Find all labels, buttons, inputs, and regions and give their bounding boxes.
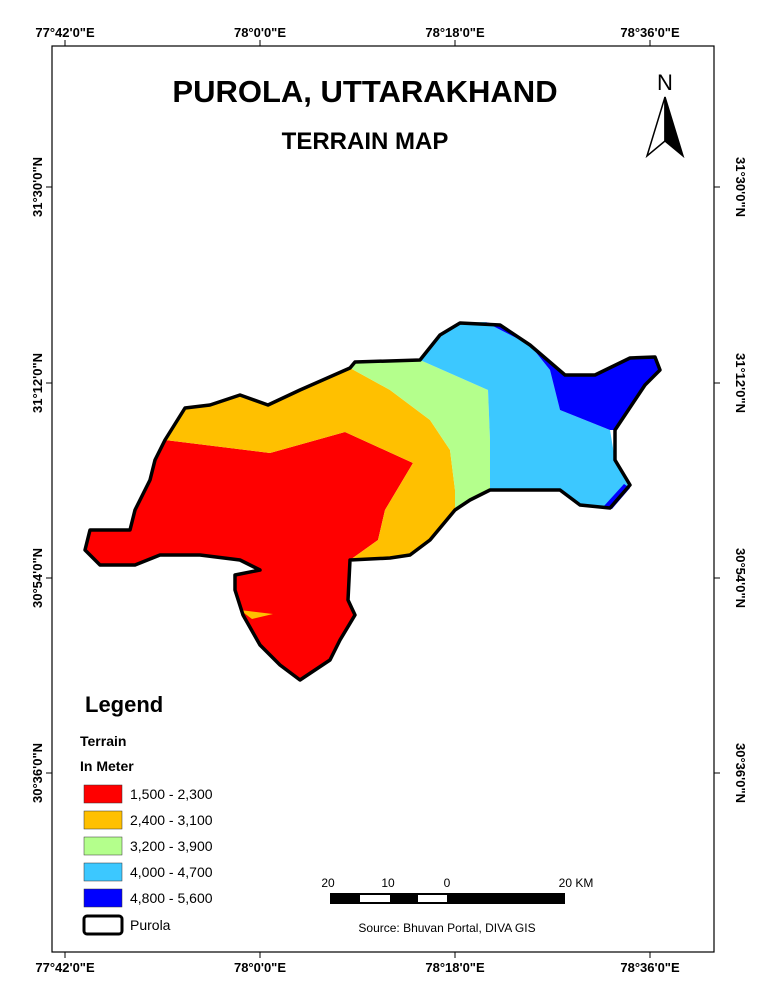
source-note: Source: Bhuvan Portal, DIVA GIS — [358, 921, 535, 935]
legend-title: Legend — [85, 692, 163, 717]
scale-bar-segment — [360, 895, 390, 902]
scale-label: 0 — [444, 876, 451, 890]
legend-swatch — [83, 888, 123, 908]
lon-label: 78°18'0"E — [425, 960, 485, 975]
graticule-ticks — [46, 40, 720, 958]
lat-label: 31°30'0"N — [30, 157, 45, 217]
legend-swatch — [83, 862, 123, 882]
zone-1500-2300 — [85, 432, 413, 680]
legend-swatch — [83, 836, 123, 856]
legend-heading: Terrain — [80, 733, 126, 749]
lon-label: 78°0'0"E — [234, 25, 286, 40]
lon-label: 78°18'0"E — [425, 25, 485, 40]
lon-label: 77°42'0"E — [35, 960, 95, 975]
lon-label: 78°36'0"E — [620, 25, 680, 40]
legend-boundary-swatch — [82, 914, 124, 936]
lat-label: 30°36'0"N — [30, 743, 45, 803]
lat-label: 30°54'0"N — [30, 548, 45, 608]
terrain-map — [83, 321, 662, 682]
scale-label: 20 — [321, 876, 335, 890]
lon-label: 78°36'0"E — [620, 960, 680, 975]
legend-items: 1,500 - 2,300 2,400 - 3,100 3,200 - 3,900 4… — [83, 784, 213, 908]
lat-label: 31°12'0"N — [30, 353, 45, 413]
lat-label: 31°30'0"N — [733, 157, 748, 217]
legend-boundary-label: Purola — [130, 917, 171, 933]
lon-label: 77°42'0"E — [35, 25, 95, 40]
legend-label: 4,800 - 5,600 — [130, 890, 213, 906]
zone-3200-3900 — [350, 360, 490, 510]
zone-4000-4700 — [420, 322, 630, 508]
legend-label: 2,400 - 3,100 — [130, 812, 213, 828]
legend-unit: In Meter — [80, 758, 134, 774]
lat-label: 30°54'0"N — [733, 548, 748, 608]
lon-label: 78°0'0"E — [234, 960, 286, 975]
map-subtitle: TERRAIN MAP — [282, 128, 449, 155]
legend-label: 3,200 - 3,900 — [130, 838, 213, 854]
purola-boundary — [83, 321, 662, 682]
legend-swatch — [83, 810, 123, 830]
lat-label: 30°36'0"N — [733, 743, 748, 803]
scale-bar — [330, 893, 565, 904]
legend-swatch — [83, 784, 123, 804]
scale-bar-segment — [418, 895, 447, 902]
scale-label: 10 — [381, 876, 395, 890]
north-arrow-right — [664, 96, 685, 159]
map-frame — [51, 45, 715, 953]
north-label: N — [657, 70, 673, 95]
map-title: PUROLA, UTTARAKHAND — [172, 74, 557, 109]
lat-label: 31°12'0"N — [733, 353, 748, 413]
legend-label: 4,000 - 4,700 — [130, 864, 213, 880]
zone-2400-3100 — [240, 610, 273, 619]
zone-2400-3100 — [165, 368, 455, 560]
scale-label: 20 KM — [559, 876, 594, 890]
legend-label: 1,500 - 2,300 — [130, 786, 213, 802]
